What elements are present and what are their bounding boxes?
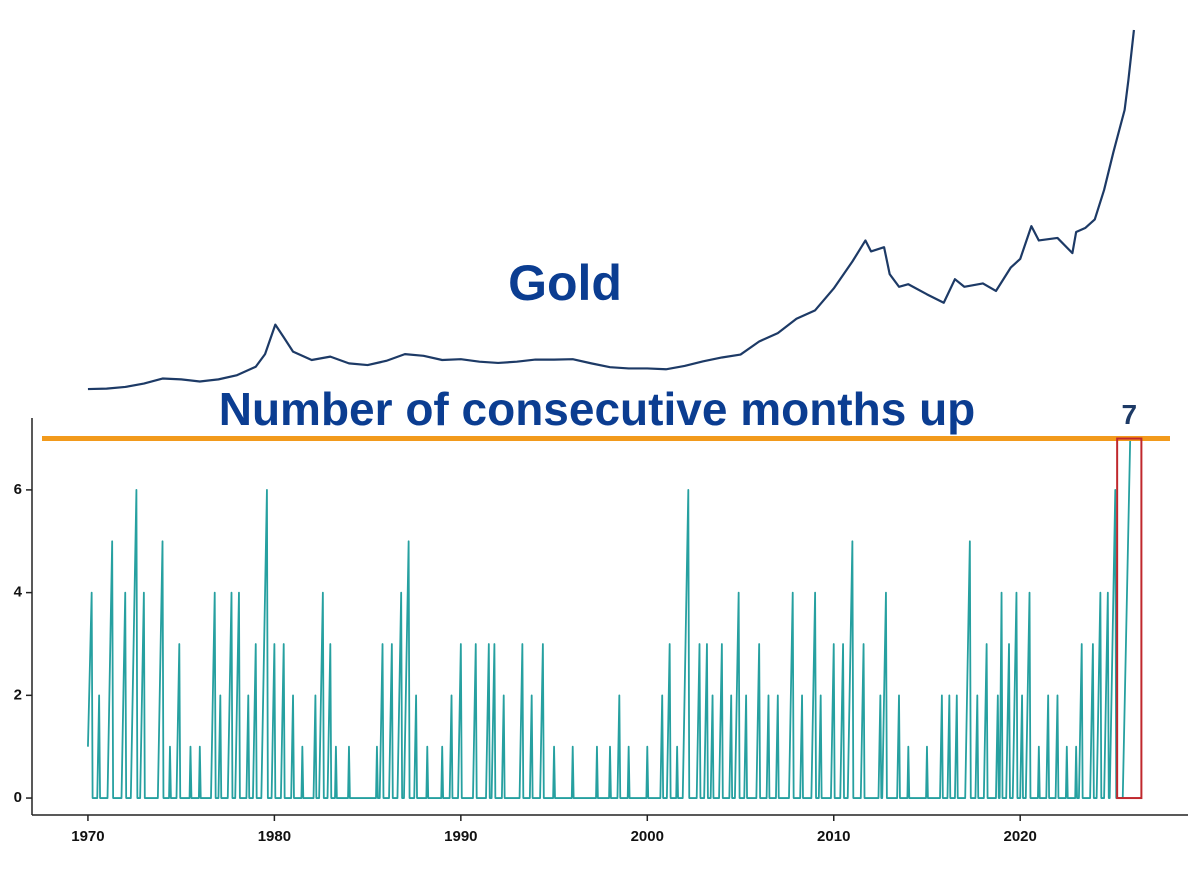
x-tick-label: 1990 xyxy=(444,828,477,845)
x-tick-label: 2020 xyxy=(1004,828,1037,845)
x-tick-label: 2000 xyxy=(631,828,664,845)
data-line xyxy=(87,29,1136,391)
x-tick-label: 2010 xyxy=(817,828,850,845)
months-title: Number of consecutive months up xyxy=(219,383,976,435)
data-line xyxy=(87,438,1132,799)
x-tick-label: 1980 xyxy=(258,828,291,845)
y-tick-label: 2 xyxy=(14,686,22,703)
gold-title: Gold xyxy=(508,255,622,311)
highlight-box xyxy=(1116,437,1143,800)
y-tick-label: 0 xyxy=(14,789,22,806)
y-tick-label: 4 xyxy=(14,584,23,601)
y-tick-label: 6 xyxy=(14,481,22,498)
x-tick-label: 1970 xyxy=(71,828,104,845)
highlight-label: 7 xyxy=(1121,399,1137,430)
